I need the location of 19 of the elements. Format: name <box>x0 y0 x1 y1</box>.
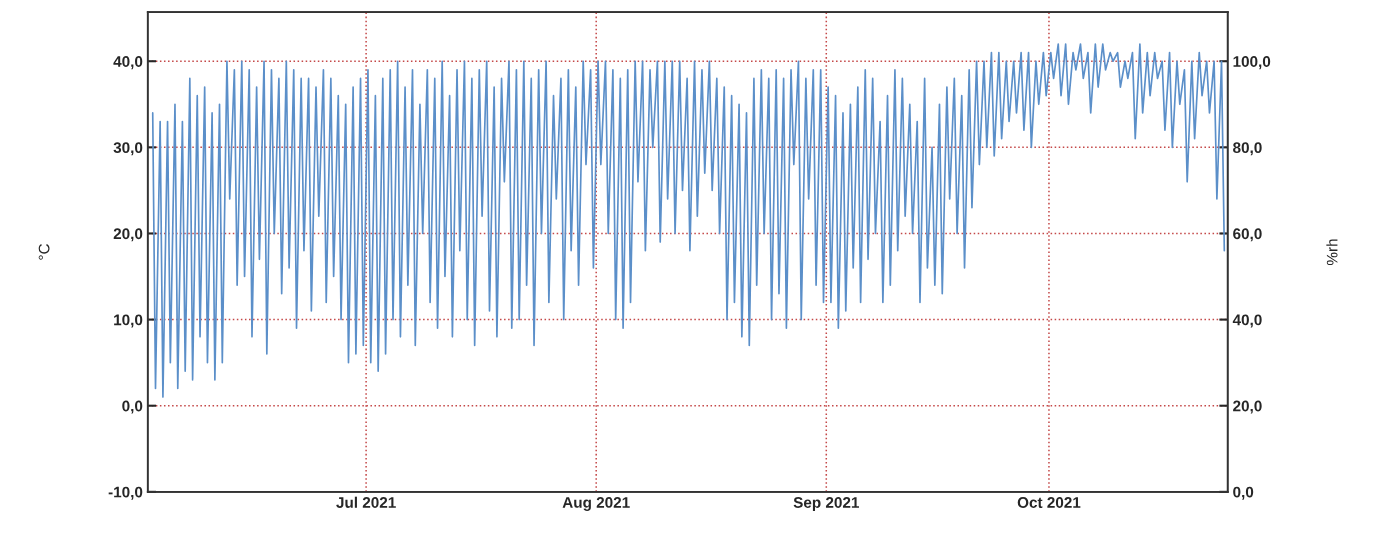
y2-tick-label: 100,0 <box>1233 56 1271 70</box>
y-tick-label: 10,0 <box>114 314 143 328</box>
y2-tick-label: 60,0 <box>1233 228 1262 242</box>
x-tick-label: Sep 2021 <box>793 497 859 511</box>
x-tick-label: Aug 2021 <box>562 497 630 511</box>
y-tick-label: 30,0 <box>113 142 143 156</box>
y2-tick-label: 80,0 <box>1233 142 1262 156</box>
line-series <box>151 43 1226 398</box>
x-tick-label: Oct 2021 <box>1017 497 1081 508</box>
y2-axis-title: %rh <box>1326 239 1338 266</box>
y-tick-label: 20,0 <box>113 228 143 242</box>
y-tick-label: -10,0 <box>108 486 143 500</box>
y-axis-title: °C <box>38 244 50 260</box>
y-tick-label: 0,0 <box>122 400 143 414</box>
x-tick-label: Jul 2021 <box>336 496 396 508</box>
y-tick-label: 40,0 <box>113 56 143 70</box>
y2-tick-label: 40,0 <box>1232 314 1262 328</box>
y2-tick-label: 0,0 <box>1233 486 1254 500</box>
y2-tick-label: 20,0 <box>1233 400 1262 414</box>
